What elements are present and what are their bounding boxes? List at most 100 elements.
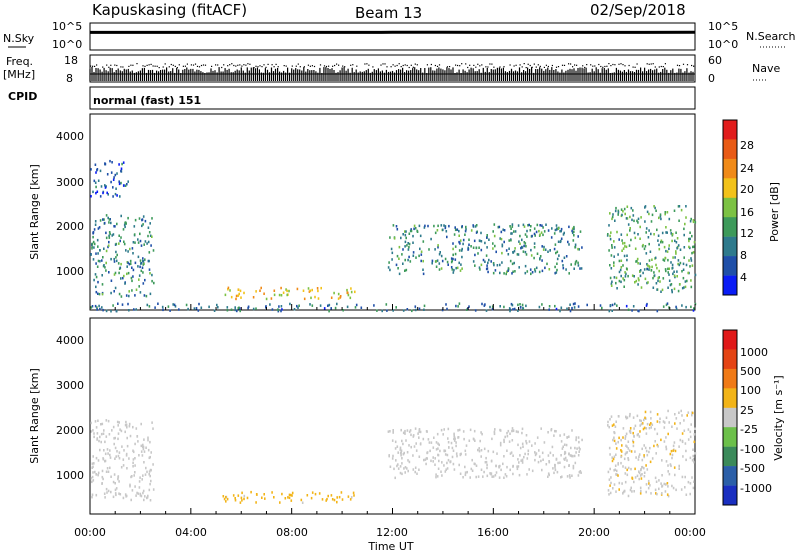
range-cell — [144, 278, 146, 282]
range-cell — [437, 447, 439, 450]
range-cell — [486, 246, 488, 249]
range-cell — [499, 429, 502, 432]
range-cell — [431, 259, 434, 263]
freq-point — [174, 65, 176, 67]
range-cell — [111, 429, 113, 432]
range-cell — [396, 228, 399, 231]
range-cell — [514, 247, 516, 250]
range-cell — [693, 307, 695, 310]
range-cell — [657, 234, 660, 237]
range-cell — [125, 423, 128, 427]
range-cell — [225, 495, 227, 499]
range-cell — [547, 454, 550, 457]
vel-cb-m25: -25 — [740, 423, 758, 436]
range-cell — [528, 223, 530, 227]
range-cell — [105, 236, 108, 240]
range-cell — [668, 247, 670, 250]
freq-point — [136, 63, 138, 65]
range-cell — [132, 449, 134, 452]
range-cell — [437, 244, 439, 247]
range-cell — [499, 441, 502, 445]
range-cell — [125, 420, 127, 424]
range-cell — [100, 432, 103, 436]
range-cell — [122, 276, 124, 280]
range-cell — [462, 238, 465, 242]
range-cell — [631, 477, 634, 480]
range-cell — [677, 259, 680, 262]
range-cell — [147, 240, 150, 244]
freq-point — [600, 65, 602, 68]
nsearch-tick-top: 10^5 — [708, 20, 738, 33]
range-cell — [558, 254, 560, 257]
range-cell — [563, 465, 566, 469]
range-cell — [123, 449, 125, 452]
range-cell — [623, 207, 626, 211]
range-cell — [548, 268, 551, 271]
range-cell — [115, 242, 118, 246]
range-cell — [616, 287, 618, 290]
range-cell — [554, 228, 557, 232]
range-cell — [637, 458, 640, 461]
range-cell — [652, 286, 655, 289]
range-cell — [97, 245, 99, 248]
range-cell — [475, 464, 478, 467]
range-cell — [689, 456, 692, 460]
range-cell — [479, 439, 481, 443]
freq-tick-bottom: 8 — [66, 72, 73, 85]
range-cell — [150, 469, 152, 472]
range-cell — [531, 444, 533, 447]
range-cell — [630, 238, 632, 242]
range-cell — [517, 443, 519, 447]
range-cell — [553, 247, 556, 251]
range-cell — [534, 451, 536, 454]
range-cell — [115, 309, 118, 313]
range-cell — [653, 205, 655, 208]
power-cb-12: 12 — [740, 227, 754, 240]
range-cell — [146, 303, 149, 307]
range-cell — [128, 422, 131, 426]
range-cell — [125, 454, 128, 457]
range-cell — [447, 458, 450, 462]
range-cell — [648, 482, 650, 485]
range-cell — [535, 266, 538, 270]
power-ylabel: Slant Range [km] — [28, 164, 41, 260]
range-cell — [95, 456, 98, 460]
range-cell — [456, 454, 458, 458]
range-cell — [533, 227, 536, 230]
range-cell — [639, 430, 641, 433]
range-cell — [288, 493, 291, 497]
range-cell — [478, 449, 481, 453]
freq-point — [384, 63, 386, 65]
range-cell — [668, 306, 670, 309]
range-cell — [643, 444, 645, 447]
range-cell — [661, 459, 663, 462]
range-cell — [116, 420, 119, 424]
freq-point — [92, 65, 94, 67]
range-cell — [138, 480, 141, 483]
range-cell — [633, 275, 635, 278]
freq-point — [178, 64, 180, 66]
range-cell — [626, 205, 629, 208]
range-cell — [336, 496, 338, 499]
range-cell — [128, 262, 131, 266]
range-cell — [442, 228, 444, 232]
range-cell — [328, 303, 331, 307]
range-cell — [255, 493, 258, 496]
range-cell — [402, 431, 405, 435]
range-cell — [477, 252, 479, 255]
range-cell — [542, 226, 544, 229]
range-cell — [645, 432, 648, 435]
range-cell — [108, 236, 111, 239]
range-cell — [475, 231, 478, 234]
range-cell — [222, 495, 225, 498]
freq-point — [446, 66, 449, 68]
range-cell — [470, 229, 473, 232]
power-colorbar-frame — [722, 119, 738, 296]
range-cell — [120, 167, 123, 170]
range-cell — [645, 252, 648, 255]
range-cell — [690, 423, 692, 426]
range-cell — [562, 264, 564, 267]
range-cell — [552, 467, 554, 470]
range-cell — [400, 428, 402, 432]
range-cell — [94, 181, 97, 184]
